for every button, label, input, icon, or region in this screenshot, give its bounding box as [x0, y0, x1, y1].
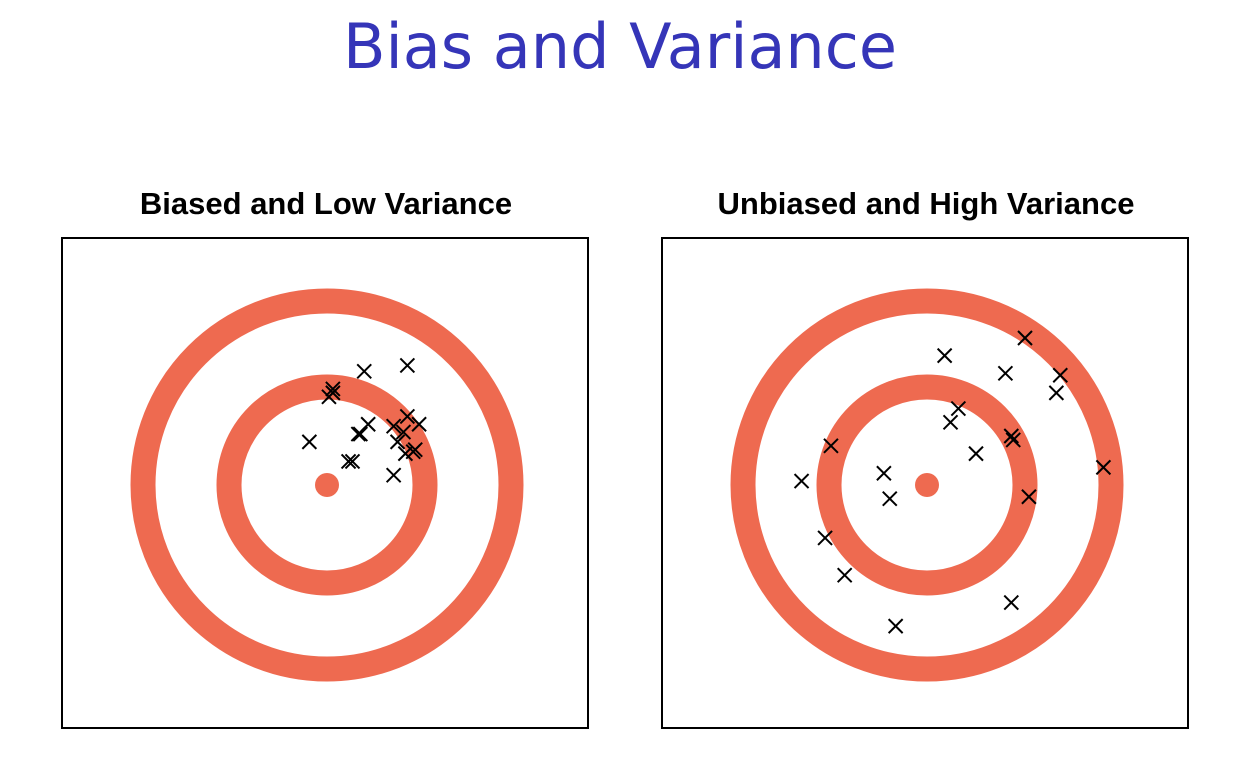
shot-marker — [823, 438, 839, 454]
shot-marker — [1005, 432, 1021, 448]
shot-marker — [968, 445, 984, 462]
shot-marker — [1095, 459, 1112, 476]
panel-title-biased-low-variance: Biased and Low Variance — [139, 186, 513, 221]
shot-marker — [936, 347, 953, 364]
shot-marker — [1052, 367, 1068, 383]
shot-marker — [360, 416, 376, 432]
shot-marker — [385, 418, 402, 434]
shot-marker — [997, 365, 1014, 381]
shot-marker — [836, 567, 853, 583]
shot-marker — [325, 385, 341, 401]
shot-marker — [405, 443, 421, 460]
shot-marker — [1021, 489, 1037, 505]
shot-marker — [876, 465, 892, 481]
shot-marker — [942, 414, 959, 430]
shot-marker — [882, 491, 898, 507]
inner-ring — [816, 374, 1038, 596]
shot-marker — [399, 357, 416, 374]
shot-marker — [385, 467, 402, 483]
shot-marker — [817, 530, 833, 546]
shot-marker — [352, 426, 369, 442]
shot-marker — [1017, 330, 1033, 346]
target-diagram-right — [730, 288, 1124, 682]
shot-marker — [356, 363, 372, 380]
shot-marker — [340, 453, 357, 470]
shot-marker — [1003, 428, 1019, 444]
shot-marker — [950, 400, 967, 417]
outer-ring — [730, 288, 1124, 682]
shot-marker — [1048, 385, 1065, 401]
shot-marker — [389, 434, 406, 450]
shot-marker — [399, 408, 416, 425]
bullseye-center — [915, 473, 939, 497]
shot-marker — [887, 618, 904, 634]
target-diagram-left — [130, 288, 524, 682]
panel-title-unbiased-high-variance: Unbiased and High Variance — [717, 186, 1135, 221]
shot-marker — [793, 473, 810, 489]
outer-ring — [130, 288, 524, 682]
shot-marker — [1003, 594, 1019, 611]
shot-marker — [395, 424, 412, 440]
shot-marker — [344, 453, 361, 470]
shot-marker — [301, 434, 318, 450]
target-panel-unbiased-high-variance — [661, 237, 1189, 729]
shot-marker — [325, 381, 341, 397]
target-panel-biased-low-variance — [61, 237, 589, 729]
slide-title: Bias and Variance — [343, 10, 897, 83]
shot-marker — [411, 416, 427, 432]
bullseye-center — [315, 473, 339, 497]
